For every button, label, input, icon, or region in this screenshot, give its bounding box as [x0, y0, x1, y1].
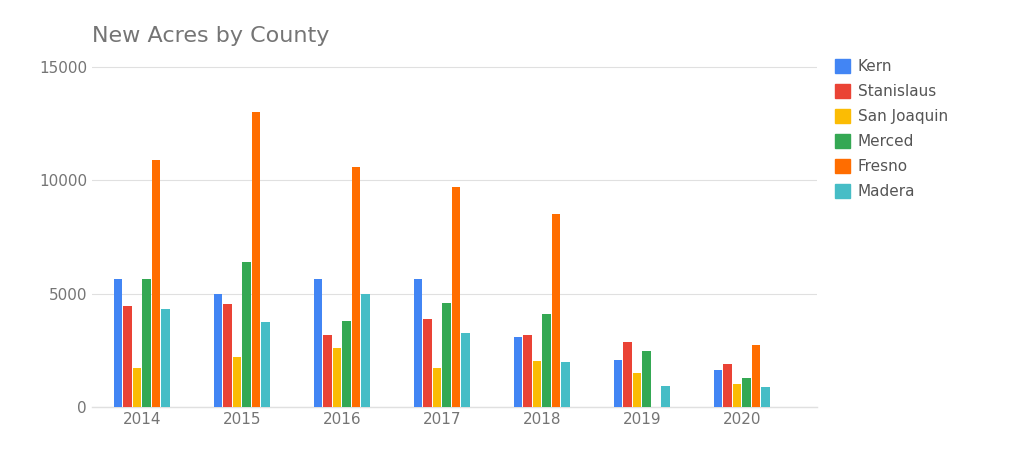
- Bar: [233, 357, 241, 407]
- Bar: [261, 322, 270, 407]
- Bar: [313, 279, 323, 407]
- Bar: [124, 307, 132, 407]
- Bar: [333, 349, 341, 407]
- Text: New Acres by County: New Acres by County: [92, 25, 329, 46]
- Bar: [414, 279, 423, 407]
- Bar: [642, 350, 650, 407]
- Bar: [714, 370, 722, 407]
- Bar: [133, 368, 142, 407]
- Bar: [442, 303, 451, 407]
- Bar: [514, 337, 523, 407]
- Bar: [623, 342, 632, 407]
- Bar: [733, 384, 741, 407]
- Bar: [433, 368, 441, 407]
- Bar: [114, 279, 123, 407]
- Bar: [361, 294, 370, 407]
- Bar: [161, 309, 169, 407]
- Bar: [524, 335, 532, 407]
- Bar: [562, 362, 570, 407]
- Bar: [662, 386, 670, 407]
- Bar: [614, 360, 623, 407]
- Legend: Kern, Stanislaus, San Joaquin, Merced, Fresno, Madera: Kern, Stanislaus, San Joaquin, Merced, F…: [832, 56, 951, 202]
- Bar: [461, 332, 470, 407]
- Bar: [352, 167, 360, 407]
- Bar: [252, 113, 260, 407]
- Bar: [551, 214, 561, 407]
- Bar: [342, 321, 351, 407]
- Bar: [542, 314, 551, 407]
- Bar: [751, 345, 761, 407]
- Bar: [213, 294, 223, 407]
- Bar: [533, 361, 541, 407]
- Bar: [633, 373, 641, 407]
- Bar: [424, 319, 432, 407]
- Bar: [452, 187, 460, 407]
- Bar: [742, 378, 750, 407]
- Bar: [242, 262, 251, 407]
- Bar: [224, 304, 232, 407]
- Bar: [762, 387, 770, 407]
- Bar: [324, 335, 332, 407]
- Bar: [723, 364, 732, 407]
- Bar: [142, 279, 151, 407]
- Bar: [152, 160, 160, 407]
